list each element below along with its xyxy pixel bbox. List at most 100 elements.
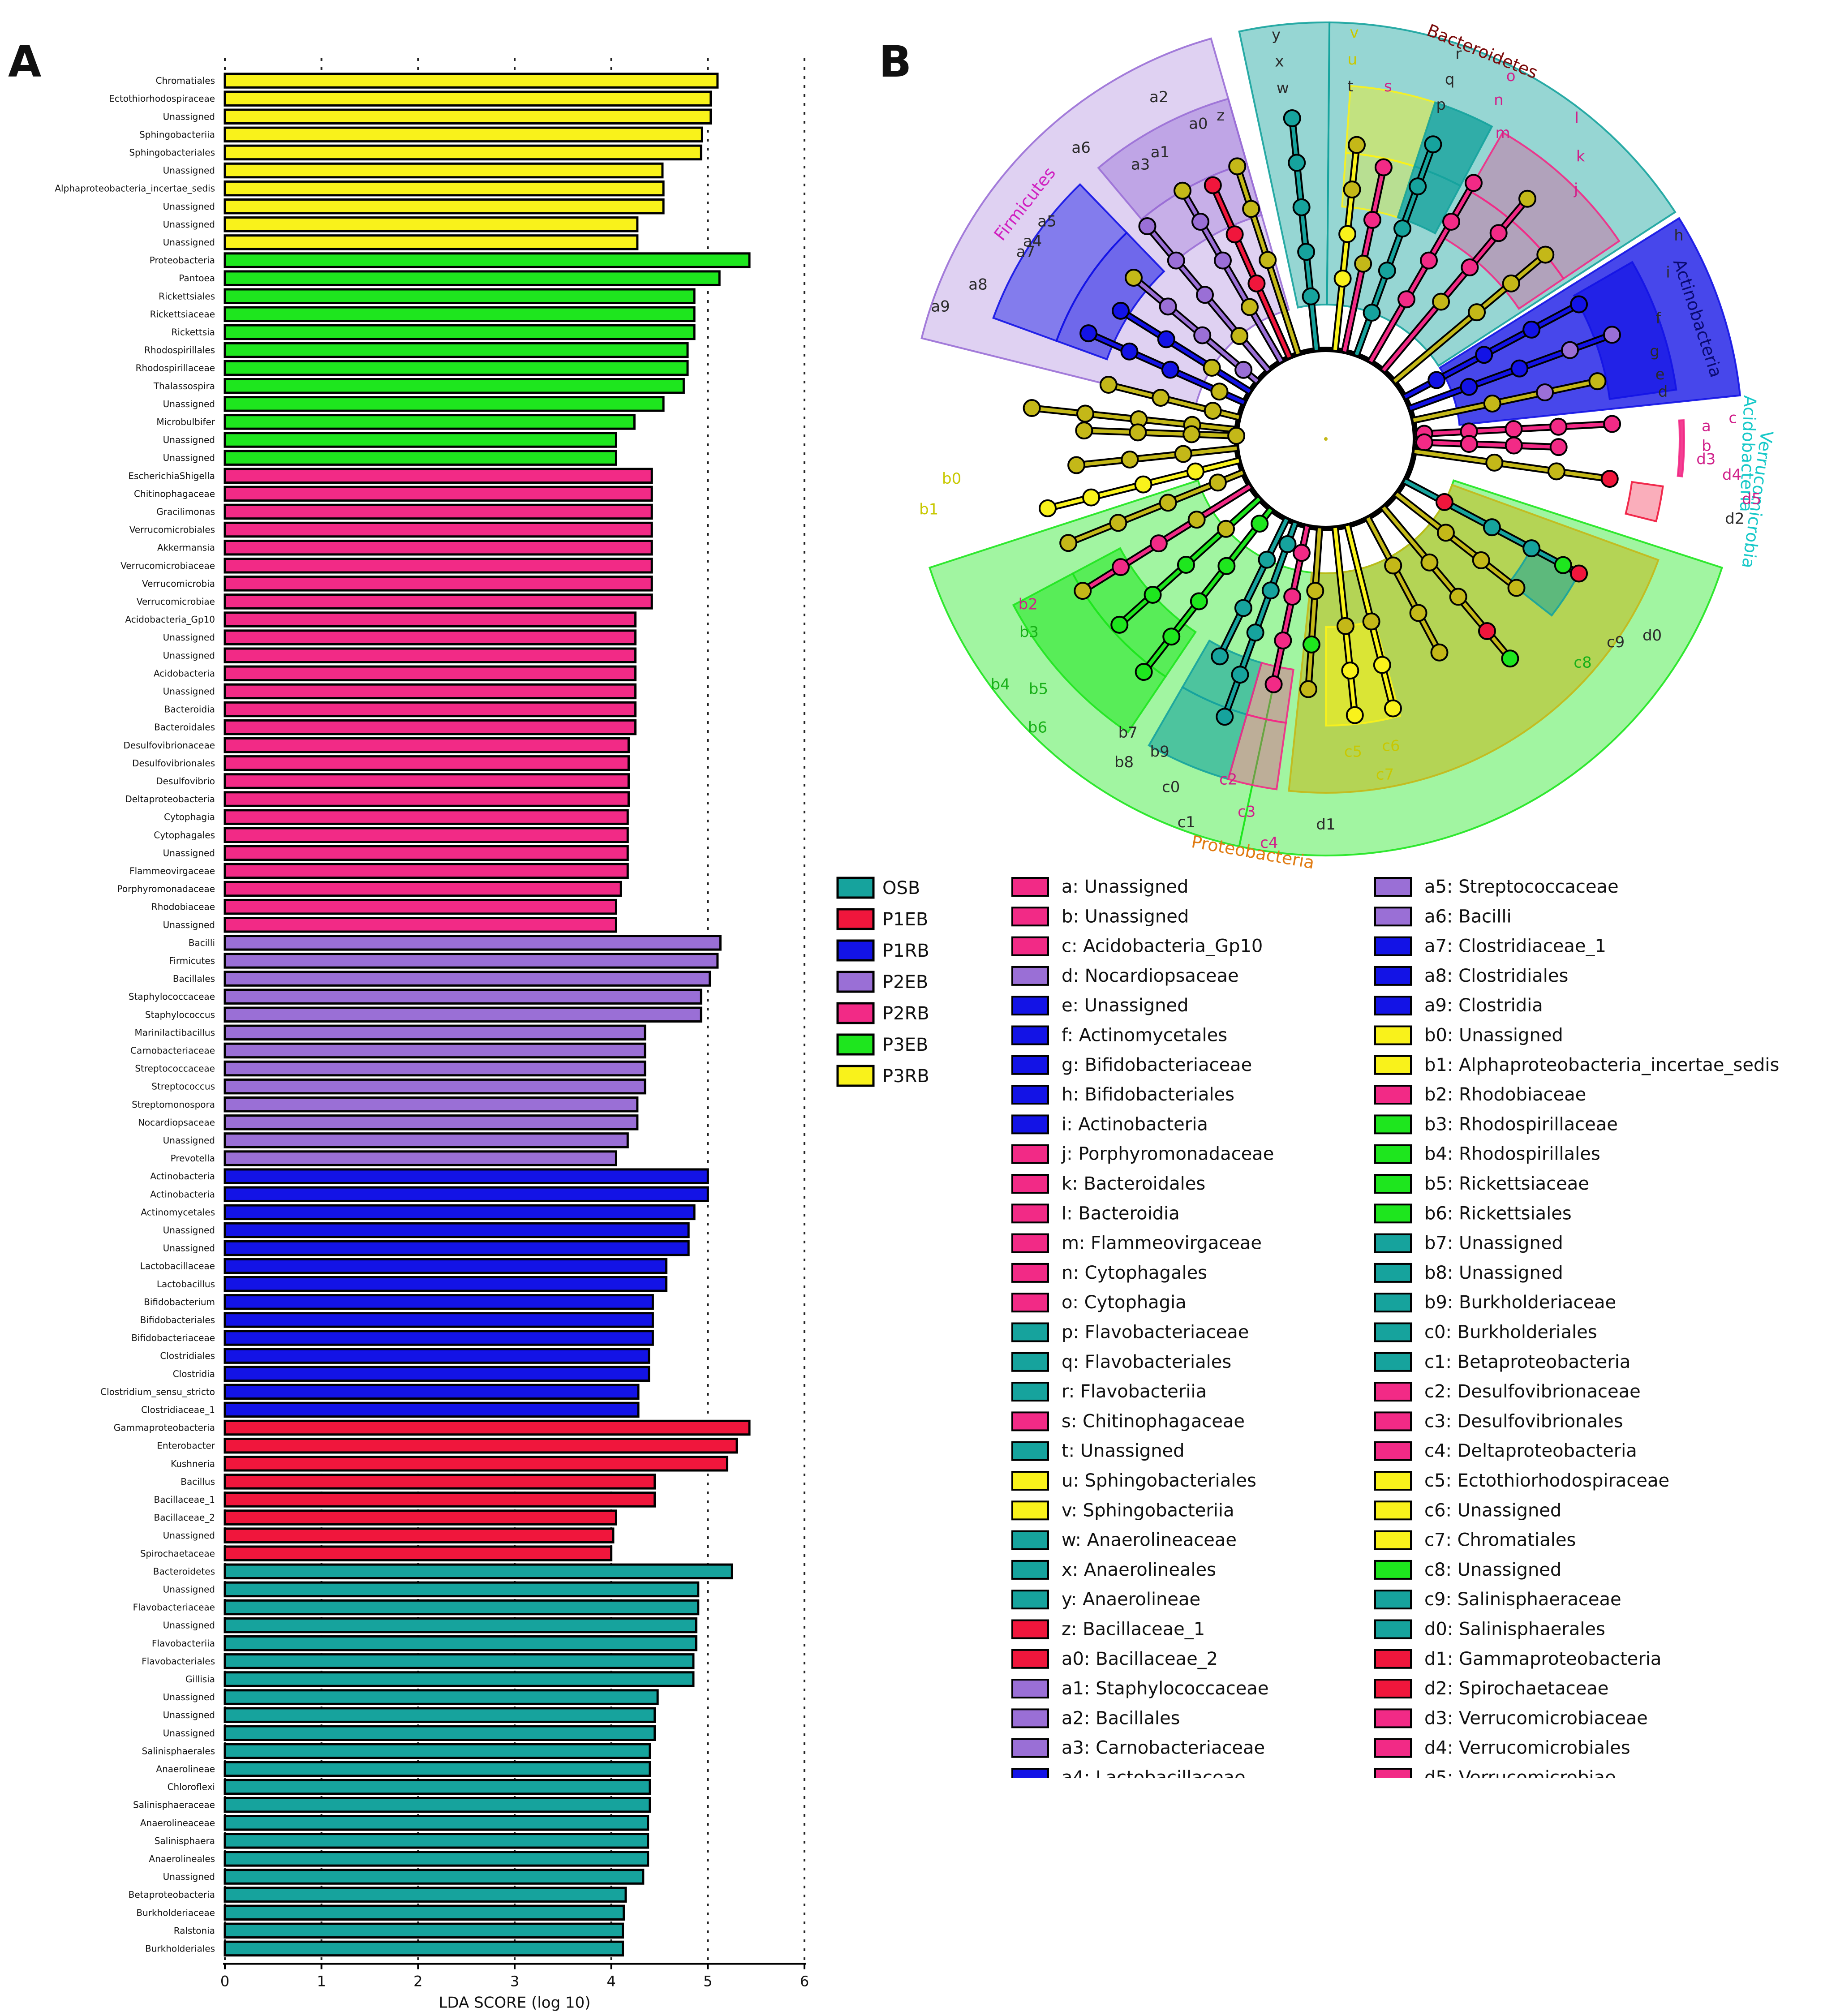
clade-node [1246, 623, 1264, 642]
clade-node [1436, 524, 1455, 542]
bar-label: Unassigned [163, 1620, 215, 1631]
clade-code-label: a7 [1016, 243, 1035, 261]
bar-label: Clostridiaceae_1 [141, 1404, 215, 1415]
bar-90 [224, 1689, 659, 1705]
branch-fill-38 [1084, 429, 1237, 438]
bar-96 [224, 1797, 651, 1813]
legend-clade-swatch [1011, 1025, 1049, 1045]
clade-node [1247, 274, 1266, 292]
bar-label: Flammeovirgaceae [129, 865, 215, 876]
bar-label: Streptomonospora [132, 1099, 215, 1110]
legend-clade-swatch [1374, 907, 1412, 927]
bar-label: Bacillales [173, 973, 215, 984]
clade-node [1138, 217, 1157, 236]
bar-label: Prevotella [171, 1153, 215, 1164]
clade-node [1510, 359, 1529, 378]
clade-node [1208, 473, 1227, 492]
clade-code-label: b2 [1019, 595, 1038, 613]
clade-node [1338, 225, 1357, 243]
bar-label: Nocardiopsaceae [138, 1117, 215, 1128]
clade-node [1144, 585, 1162, 604]
clade-node [1507, 579, 1526, 597]
bar-32 [224, 647, 637, 663]
clade-node [1217, 520, 1235, 538]
branch-fill-5 [1211, 184, 1291, 358]
bar-17 [224, 378, 685, 394]
bar-52 [224, 1006, 702, 1023]
bar-77 [224, 1456, 728, 1472]
branch-fill-10 [1333, 145, 1359, 350]
clade-node [1306, 582, 1324, 600]
branch-fill-30 [1223, 522, 1297, 718]
bar-label: Carnobacteriaceae [130, 1045, 215, 1056]
bar-102 [224, 1904, 625, 1921]
clade-node [1384, 556, 1402, 575]
bar-label: Rhodobiaceae [151, 902, 215, 912]
legend-clade-swatch [1374, 1708, 1412, 1728]
legend-clade-label: b6: Rickettsiales [1424, 1203, 1572, 1224]
bar-label: Bacteroidales [154, 722, 215, 733]
bar-34 [224, 683, 637, 700]
clade-code-label: i [1666, 263, 1670, 281]
clade-node [1234, 361, 1253, 379]
bar-79 [224, 1492, 656, 1508]
bar-103 [224, 1922, 624, 1939]
clade-node [1214, 251, 1232, 270]
clade-node [1204, 402, 1222, 420]
bar-label: Spirochaetaceae [140, 1548, 215, 1559]
sector-actinobacteria-class [1573, 261, 1677, 400]
legend-clade-label: k: Bacteroidales [1062, 1173, 1205, 1194]
clade-node [1346, 706, 1364, 724]
legend-clade-swatch [1374, 1471, 1412, 1491]
bar-51 [224, 989, 702, 1005]
legend-group-label: OSB [882, 878, 920, 898]
bar-label: Clostridium_sensu_stricto [100, 1386, 215, 1397]
clade-code-label: o [1506, 67, 1516, 85]
bar-45 [224, 881, 622, 897]
bar-label: Enterobacter [157, 1440, 215, 1451]
bar-24 [224, 503, 653, 520]
clade-node [1432, 292, 1450, 311]
legend-clade-swatch [1011, 1114, 1049, 1135]
bar-label: Unassigned [163, 1584, 215, 1595]
bar-12 [224, 288, 696, 304]
legend-clade-swatch [1374, 1411, 1412, 1431]
legend-clade-swatch [1374, 1174, 1412, 1194]
clade-node [1561, 341, 1579, 359]
clade-node [1522, 539, 1541, 558]
clade-code-label: d3 [1696, 450, 1716, 468]
clade-node [1190, 592, 1208, 610]
clade-node [1341, 662, 1359, 680]
legend-clade-label: a1: Staphylococcaceae [1062, 1678, 1268, 1699]
bar-label: Marinilactibacillus [135, 1027, 215, 1038]
bar-26 [224, 539, 653, 556]
clade-code-label: c5 [1344, 743, 1362, 761]
clade-code-label: g [1650, 342, 1660, 360]
legend-clade-swatch [1374, 1293, 1412, 1313]
bar-59 [224, 1132, 629, 1148]
legend-swatch-P3RB [836, 1065, 875, 1087]
clade-node [1554, 556, 1572, 574]
clade-code-label: d1 [1316, 816, 1335, 834]
bar-label: Bacillaceae_2 [154, 1512, 215, 1523]
legend-clade-swatch [1011, 1085, 1049, 1105]
legend-clade-label: a8: Clostridiales [1424, 966, 1568, 986]
clade-node [1363, 304, 1381, 322]
bar-label: Kushneria [171, 1458, 215, 1469]
clade-code-label: r [1455, 45, 1462, 63]
bar-16 [224, 360, 689, 376]
bar-28 [224, 576, 653, 592]
bar-label: Unassigned [163, 452, 215, 463]
bar-70 [224, 1330, 654, 1346]
legend-clade-label: l: Bacteroidia [1062, 1203, 1180, 1224]
bar-80 [224, 1509, 617, 1526]
legend-clade-swatch [1374, 1768, 1412, 1778]
bar-label: Desulfovibrionales [132, 758, 215, 769]
clade-code-label: w [1277, 79, 1289, 97]
clade-code-label: b7 [1118, 724, 1138, 742]
legend-clade-label: c9: Salinisphaeraceae [1424, 1589, 1621, 1610]
clade-node [1427, 371, 1446, 389]
bar-label: Unassigned [163, 165, 215, 176]
clade-node [1129, 423, 1147, 442]
